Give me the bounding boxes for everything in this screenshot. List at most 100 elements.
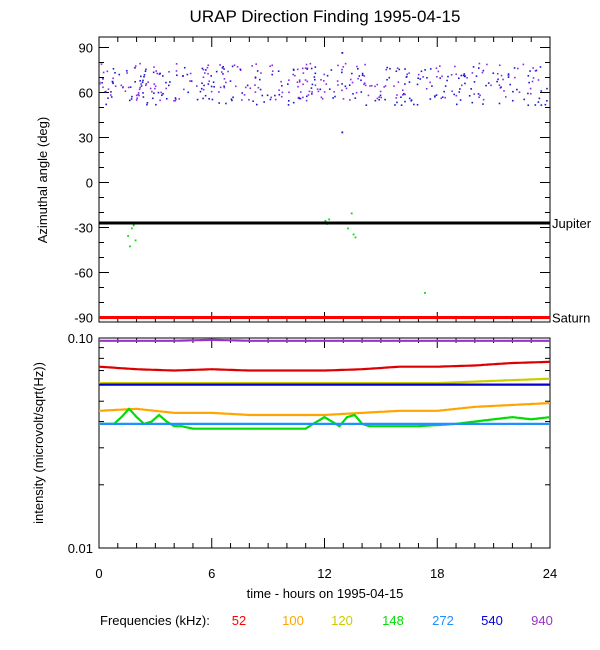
azimuth-point-940 bbox=[337, 64, 339, 67]
azimuth-point-940 bbox=[529, 87, 532, 90]
azimuth-tick-label: 0 bbox=[86, 176, 93, 191]
azimuth-point-540 bbox=[142, 92, 144, 94]
azimuth-point-940 bbox=[114, 85, 117, 88]
azimuth-point-540 bbox=[378, 98, 380, 101]
azimuth-point-940 bbox=[395, 97, 398, 99]
azimuth-point-540 bbox=[102, 78, 104, 80]
azimuth-point-540 bbox=[310, 87, 313, 89]
azimuth-point-940 bbox=[223, 86, 226, 89]
intensity-tick-label: 0.10 bbox=[68, 331, 93, 346]
azimuth-point-940 bbox=[406, 73, 408, 76]
azimuth-point-940 bbox=[317, 90, 320, 93]
azimuth-point-540 bbox=[110, 96, 113, 98]
azimuth-point-540 bbox=[128, 99, 131, 102]
azimuth-point-940 bbox=[316, 88, 319, 91]
azimuth-point-540 bbox=[413, 103, 415, 106]
azimuth-point-940 bbox=[325, 83, 328, 85]
azimuth-point-outlier bbox=[341, 131, 344, 134]
azimuth-point-940 bbox=[220, 71, 223, 73]
azimuth-point-540 bbox=[477, 93, 480, 95]
azimuth-point-940 bbox=[207, 72, 209, 75]
azimuth-point-940 bbox=[147, 81, 149, 83]
azimuth-point-540 bbox=[153, 92, 155, 94]
azimuth-point-940 bbox=[292, 73, 294, 76]
azimuth-point-540 bbox=[187, 91, 190, 94]
azimuth-point-940 bbox=[344, 62, 347, 65]
azimuth-point-148 bbox=[132, 224, 135, 227]
azimuth-point-940 bbox=[270, 96, 273, 99]
azimuth-point-940 bbox=[435, 67, 438, 70]
azimuth-point-940 bbox=[455, 73, 457, 76]
legend-item-120: 120 bbox=[331, 613, 353, 628]
azimuth-point-940 bbox=[455, 94, 458, 97]
azimuth-point-540 bbox=[143, 74, 146, 76]
azimuth-point-540 bbox=[256, 70, 259, 72]
azimuth-point-940 bbox=[280, 80, 282, 83]
azimuth-point-940 bbox=[305, 63, 308, 66]
azimuth-point-940 bbox=[121, 86, 124, 89]
azimuth-point-540 bbox=[516, 88, 518, 91]
azimuth-point-940 bbox=[440, 97, 443, 100]
azimuth-point-540 bbox=[246, 84, 249, 87]
azimuth-point-940 bbox=[486, 63, 488, 66]
azimuth-point-540 bbox=[431, 85, 433, 87]
azimuth-point-148 bbox=[127, 235, 129, 237]
azimuth-point-540 bbox=[311, 83, 314, 86]
azimuth-point-940 bbox=[460, 84, 463, 87]
azimuth-point-940 bbox=[314, 84, 317, 87]
azimuth-point-540 bbox=[429, 98, 432, 100]
azimuth-point-940 bbox=[454, 65, 456, 68]
frequency-legend: Frequencies (kHz): 52 100 120 148 272 540 940 bbox=[100, 613, 553, 628]
azimuth-point-540 bbox=[241, 92, 244, 94]
azimuth-point-940 bbox=[321, 98, 324, 100]
azimuth-point-540 bbox=[439, 77, 442, 79]
azimuth-point-940 bbox=[168, 71, 170, 73]
azimuth-point-940 bbox=[248, 98, 250, 101]
azimuth-point-540 bbox=[101, 81, 103, 84]
azimuth-point-940 bbox=[363, 75, 366, 77]
azimuth-point-540 bbox=[462, 74, 465, 77]
azimuth-point-540 bbox=[130, 98, 133, 100]
azimuth-point-540 bbox=[288, 100, 290, 102]
azimuth-point-940 bbox=[206, 66, 209, 69]
azimuth-point-540 bbox=[199, 90, 202, 93]
azimuth-point-940 bbox=[534, 70, 537, 72]
azimuth-point-940 bbox=[139, 86, 141, 89]
azimuth-point-540 bbox=[263, 101, 265, 103]
azimuth-point-148 bbox=[129, 245, 131, 248]
azimuth-point-540 bbox=[114, 72, 116, 74]
azimuth-point-940 bbox=[518, 91, 521, 94]
azimuth-point-940 bbox=[296, 68, 299, 71]
azimuth-point-540 bbox=[358, 75, 361, 77]
azimuth-point-940 bbox=[299, 91, 302, 93]
intensity-y-label: intensity (microvolt/sqrt(Hz)) bbox=[31, 362, 46, 524]
azimuth-point-940 bbox=[437, 70, 440, 73]
azimuth-point-940 bbox=[278, 89, 280, 91]
intensity-series-52 bbox=[98, 360, 551, 372]
azimuth-point-940 bbox=[243, 94, 246, 96]
azimuth-point-540 bbox=[341, 71, 343, 74]
azimuth-point-540 bbox=[470, 88, 472, 90]
azimuth-point-940 bbox=[174, 99, 176, 102]
azimuth-point-540 bbox=[500, 86, 502, 88]
azimuth-point-540 bbox=[222, 73, 224, 75]
azimuth-point-540 bbox=[146, 103, 148, 106]
azimuth-point-540 bbox=[204, 94, 207, 97]
ref-label-saturn: Saturn bbox=[552, 311, 590, 326]
azimuth-point-940 bbox=[304, 67, 307, 69]
azimuth-point-540 bbox=[261, 94, 264, 97]
azimuth-point-940 bbox=[210, 90, 213, 93]
azimuth-point-940 bbox=[138, 88, 141, 91]
azimuth-point-540 bbox=[485, 84, 487, 87]
azimuth-point-940 bbox=[254, 91, 257, 93]
azimuth-point-940 bbox=[537, 79, 540, 81]
azimuth-point-940 bbox=[342, 66, 345, 68]
x-tick-label: 0 bbox=[95, 566, 102, 581]
azimuth-point-940 bbox=[208, 80, 211, 83]
azimuth-point-540 bbox=[230, 98, 233, 101]
azimuth-point-940 bbox=[99, 83, 101, 85]
azimuth-point-540 bbox=[459, 88, 461, 90]
azimuth-point-940 bbox=[307, 94, 310, 96]
azimuth-point-540 bbox=[152, 97, 154, 100]
azimuth-point-940 bbox=[385, 68, 388, 71]
